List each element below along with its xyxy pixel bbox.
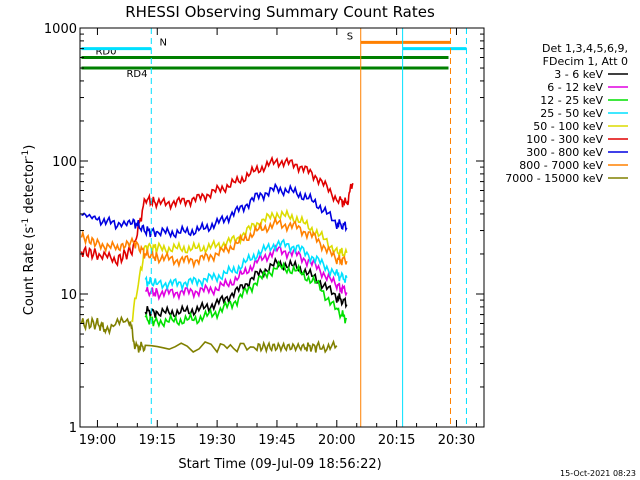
y-label-sup1: -1 bbox=[21, 218, 31, 227]
axis-ticks: 19:00 19:15 19:30 19:45 20:00 20:15 20:30 1 10 10… bbox=[44, 22, 484, 448]
legend: Det 1,3,4,5,6,9, FDecim 1, Att 0 3 - 6 k… bbox=[505, 42, 628, 185]
legend-label: 3 - 6 keV bbox=[554, 68, 603, 81]
y-axis-label: Count Rate (s-1 detector-1) bbox=[21, 145, 37, 316]
legend-label: 100 - 300 keV bbox=[526, 133, 603, 146]
vertical-markers bbox=[150, 28, 467, 427]
flag-label-n: N bbox=[159, 38, 166, 49]
x-tick-label: 19:30 bbox=[198, 433, 235, 448]
x-axis-label: Start Time (09-Jul-09 18:56:22) bbox=[178, 457, 381, 472]
x-tick-label: 19:00 bbox=[79, 433, 116, 448]
flag-lines: RD0 RD4 N S bbox=[81, 31, 467, 80]
y-tick-label: 100 bbox=[52, 155, 77, 170]
legend-header-1: Det 1,3,4,5,6,9, bbox=[542, 42, 628, 55]
plot-frame bbox=[79, 27, 485, 428]
flag-label-s: S bbox=[347, 31, 353, 42]
legend-label: 6 - 12 keV bbox=[547, 81, 603, 94]
y-label-main: Count Rate (s bbox=[22, 227, 37, 316]
legend-label: 800 - 7000 keV bbox=[519, 159, 603, 172]
chart-title: RHESSI Observing Summary Count Rates bbox=[125, 3, 435, 21]
series-6_12keV bbox=[145, 244, 348, 302]
series-50_100keV bbox=[130, 208, 348, 323]
y-label-mid: detector bbox=[22, 158, 37, 218]
series-lines bbox=[80, 155, 354, 354]
timestamp: 15-Oct-2021 08:23 bbox=[560, 469, 636, 478]
series-7000_15000keV bbox=[80, 315, 338, 354]
y-tick-label: 10 bbox=[60, 288, 77, 303]
series-25_50keV bbox=[144, 238, 348, 292]
legend-label: 25 - 50 keV bbox=[540, 107, 603, 120]
series-300_800keV bbox=[81, 182, 348, 239]
flag-label-rd0: RD0 bbox=[95, 47, 116, 58]
legend-label: 7000 - 15000 keV bbox=[505, 172, 603, 185]
series-3_6keV bbox=[144, 256, 348, 318]
y-tick-label: 1000 bbox=[44, 22, 77, 37]
series-800_7000keV bbox=[80, 216, 348, 269]
legend-label: 12 - 25 keV bbox=[540, 94, 603, 107]
x-tick-label: 20:15 bbox=[378, 433, 415, 448]
series-100_300keV bbox=[80, 155, 354, 268]
y-label-end: ) bbox=[22, 145, 37, 150]
y-tick-label: 1 bbox=[69, 421, 77, 436]
legend-label: 300 - 800 keV bbox=[526, 146, 603, 159]
x-tick-label: 20:00 bbox=[318, 433, 355, 448]
x-tick-label: 19:15 bbox=[139, 433, 176, 448]
series-12_25keV bbox=[144, 259, 348, 329]
x-tick-label: 19:45 bbox=[258, 433, 295, 448]
y-label-sup2: -1 bbox=[21, 150, 31, 159]
legend-label: 50 - 100 keV bbox=[533, 120, 603, 133]
x-tick-label: 20:30 bbox=[438, 433, 475, 448]
legend-header-2: FDecim 1, Att 0 bbox=[543, 55, 628, 68]
flag-label-rd4: RD4 bbox=[126, 69, 147, 80]
